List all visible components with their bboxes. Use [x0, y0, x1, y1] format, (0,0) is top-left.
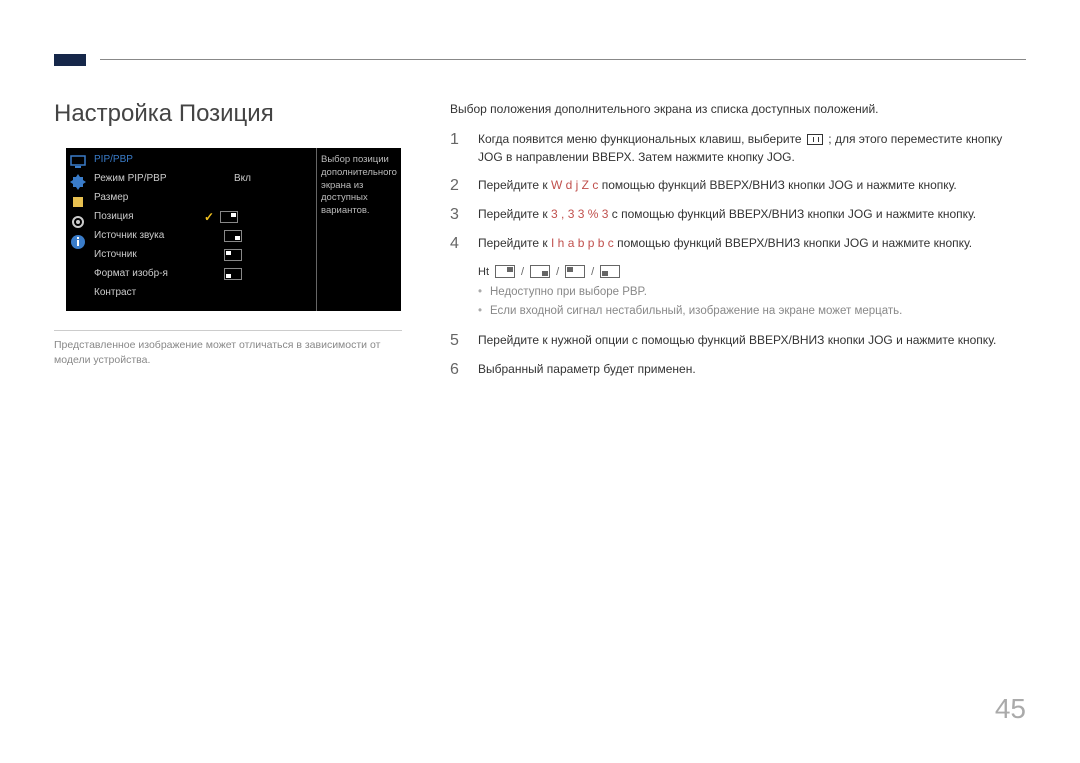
t: помощью функций ВВЕРХ/ВНИЗ кнопки JOG и … — [602, 178, 957, 192]
osd-header: PIP/PBP — [94, 152, 308, 169]
step-2: 2 Перейдите к W d j Z с помощью функций … — [450, 176, 1026, 195]
note-block: Ht / / / Недоступно при выборе PBP. Если… — [478, 264, 1026, 321]
info-icon — [70, 234, 86, 250]
pos-thumb — [224, 230, 242, 242]
accent-bar — [54, 54, 86, 66]
check-icon: ✓ — [204, 210, 214, 224]
osd-value: Вкл — [234, 173, 284, 184]
step-text: Перейдите к W d j Z с помощью функций ВВ… — [478, 176, 1026, 195]
step-1: 1 Когда появится меню функциональных кла… — [450, 130, 1026, 166]
page-number: 45 — [995, 693, 1026, 725]
monitor-icon — [70, 154, 86, 170]
t: Когда появится меню функциональных клави… — [478, 132, 805, 146]
step-3: 3 Перейдите к 3 , 3 3 % 3 с помощью функ… — [450, 205, 1026, 224]
osd-label: Размер — [94, 192, 204, 203]
hr-under-osd — [54, 330, 402, 331]
osd-label: Контраст — [94, 287, 204, 298]
step-num: 6 — [450, 360, 466, 379]
pos-thumb-icon — [600, 265, 620, 278]
pos-thumb — [224, 268, 242, 280]
intro-text: Выбор положения дополнительного экрана и… — [450, 100, 1026, 118]
pos-thumb-icon — [530, 265, 550, 278]
osd-icon-strip — [66, 148, 90, 311]
osd-row-contrast: Контраст — [94, 283, 308, 302]
kw: I h a b p b с — [551, 236, 614, 250]
osd-menu: PIP/PBP Режим PIP/PBP Вкл Размер Позиция… — [66, 148, 401, 311]
step-text: Когда появится меню функциональных клави… — [478, 130, 1026, 166]
osd-label: Формат изобр-я — [94, 268, 204, 279]
note-head: Ht / / / — [478, 264, 1026, 281]
gear-icon — [70, 214, 86, 230]
note-bullet: Недоступно при выборе PBP. — [478, 284, 1026, 301]
osd-main: PIP/PBP Режим PIP/PBP Вкл Размер Позиция… — [90, 148, 316, 311]
osd-side-text: Выбор позиции дополнительного экрана из … — [317, 148, 401, 311]
step-num: 2 — [450, 176, 466, 195]
note-label: Ht — [478, 264, 489, 281]
step-text: Перейдите к 3 , 3 3 % 3 с помощью функци… — [478, 205, 1026, 224]
pos-thumb-icon — [565, 265, 585, 278]
page-title: Настройка Позиция — [54, 100, 274, 128]
step-6: 6 Выбранный параметр будет применен. — [450, 360, 1026, 379]
cross-icon — [70, 174, 86, 190]
pos-thumb-icon — [495, 265, 515, 278]
step-num: 1 — [450, 130, 466, 166]
step-5: 5 Перейдите к нужной опции с помощью фун… — [450, 331, 1026, 350]
osd-label: Источник звука — [94, 230, 204, 241]
osd-row-sound: Источник звука — [94, 226, 308, 245]
osd-row-pos: Позиция ✓ — [94, 207, 308, 226]
note-bullet: Если входной сигнал нестабильный, изобра… — [478, 303, 1026, 320]
osd-caption: Представленное изображение может отличат… — [54, 338, 402, 367]
t: с помощью функций ВВЕРХ/ВНИЗ кнопки JOG … — [612, 207, 976, 221]
t: Перейдите к — [478, 207, 551, 221]
step-num: 5 — [450, 331, 466, 350]
step-4: 4 Перейдите к I h a b p b с помощью функ… — [450, 234, 1026, 253]
sun-icon — [70, 194, 86, 210]
osd-label: Источник — [94, 249, 204, 260]
step-text: Перейдите к нужной опции с помощью функц… — [478, 331, 1026, 350]
menu-icon — [807, 134, 823, 145]
kw: 3 , 3 3 % 3 — [551, 207, 608, 221]
osd-label: Позиция — [94, 211, 204, 222]
osd-label: Режим PIP/PBP — [94, 173, 204, 184]
step-text: Выбранный параметр будет применен. — [478, 360, 1026, 379]
top-rule — [100, 59, 1026, 60]
right-column: Выбор положения дополнительного экрана и… — [450, 100, 1026, 389]
step-num: 4 — [450, 234, 466, 253]
step-num: 3 — [450, 205, 466, 224]
step-text: Перейдите к I h a b p b с помощью функци… — [478, 234, 1026, 253]
kw: W d j Z с — [551, 178, 598, 192]
osd-row-mode: Режим PIP/PBP Вкл — [94, 169, 308, 188]
t: Перейдите к — [478, 178, 551, 192]
pos-thumb — [224, 249, 242, 261]
pos-thumb — [220, 211, 238, 223]
osd-row-source: Источник — [94, 245, 308, 264]
t: помощью функций ВВЕРХ/ВНИЗ кнопки JOG и … — [617, 236, 972, 250]
osd-row-size: Размер — [94, 188, 308, 207]
osd-row-format: Формат изобр-я — [94, 264, 308, 283]
t: Перейдите к — [478, 236, 551, 250]
